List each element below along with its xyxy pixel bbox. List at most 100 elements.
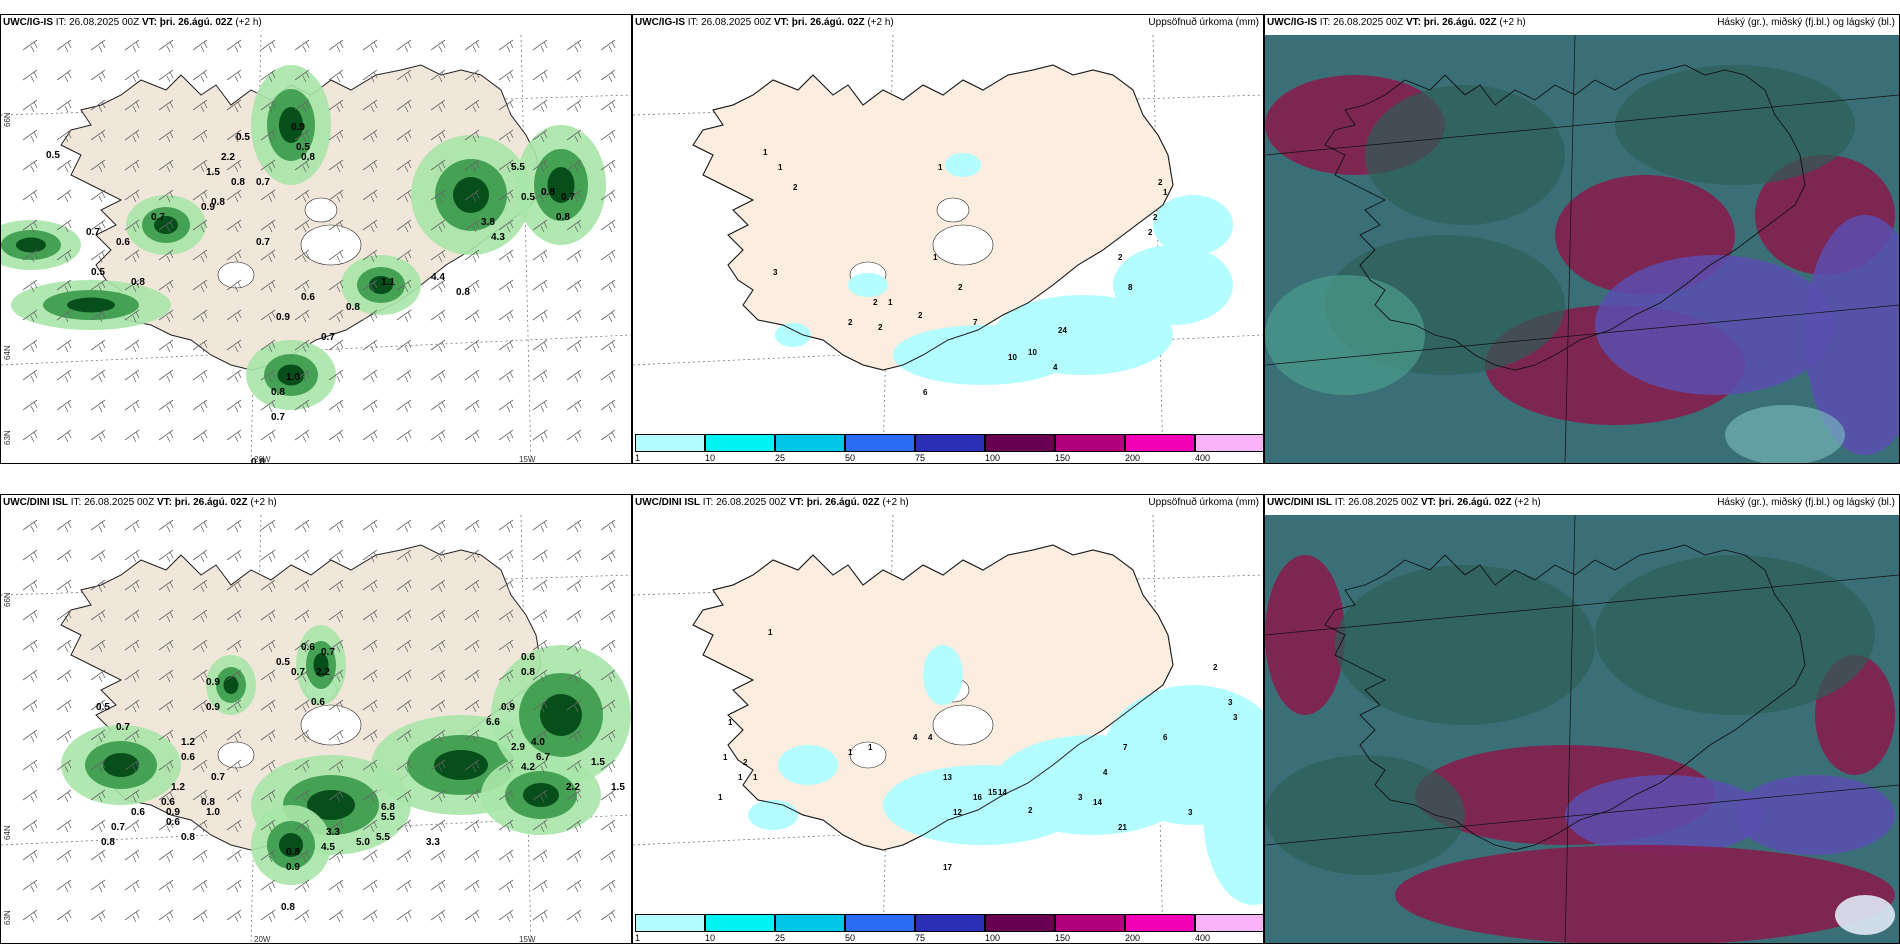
wind-barb	[600, 699, 616, 713]
precip-value-label: 0.7	[256, 237, 270, 248]
wind-barb	[328, 429, 344, 443]
wind-barb	[56, 909, 72, 923]
wind-barb	[90, 549, 106, 563]
legend-tick-label: 150	[1055, 453, 1071, 463]
wind-barb	[566, 429, 582, 443]
wind-barb	[430, 99, 446, 113]
legend-swatch	[1055, 434, 1125, 452]
wind-barb	[124, 639, 140, 653]
precip-value-label: 1.2	[171, 782, 185, 793]
accum-value-label: 17	[943, 863, 952, 872]
accum-precip-area	[1153, 195, 1233, 255]
wind-barb	[22, 789, 38, 803]
precip-value-label: 0.5	[296, 142, 310, 153]
cloud-layer-area	[1595, 255, 1835, 395]
wind-barb	[158, 129, 174, 143]
panel-field-label: Uppsöfnuð úrkoma (mm)	[1148, 17, 1259, 28]
legend-swatch	[1195, 434, 1263, 452]
precip-legend-labels: 1 10 25 50 75 100 150 200 400	[635, 933, 1263, 943]
wind-barb	[464, 369, 480, 383]
precip-value-label: 0.9	[286, 862, 300, 873]
wind-barb	[124, 399, 140, 413]
wind-barb	[158, 39, 174, 53]
wind-barb	[362, 639, 378, 653]
wind-barb	[158, 279, 174, 293]
graticule-line	[1265, 574, 1899, 636]
legend-swatch	[635, 914, 705, 932]
accum-value-label: 2	[793, 183, 798, 192]
wind-barb	[192, 729, 208, 743]
precip-value-label: 0.9	[166, 807, 180, 818]
wind-barb	[532, 639, 548, 653]
wind-barb	[226, 549, 242, 563]
precip-value-label: 0.7	[321, 332, 335, 343]
wind-barb	[56, 309, 72, 323]
wind-barb	[396, 399, 412, 413]
precip-area-heavy	[279, 833, 303, 857]
wind-barb	[226, 429, 242, 443]
wind-barb	[22, 729, 38, 743]
accum-precip-area	[778, 745, 838, 785]
wind-barb	[396, 699, 412, 713]
wind-barb	[226, 69, 242, 83]
wind-barb	[56, 699, 72, 713]
wind-barb	[600, 849, 616, 863]
cloud-layer-area	[1565, 775, 1765, 855]
wind-barb	[464, 69, 480, 83]
wind-barb	[600, 369, 616, 383]
wind-barb	[56, 339, 72, 353]
wind-barb	[22, 129, 38, 143]
panel-title: UWC/DINI ISL IT: 26.08.2025 00Z VT: þri.…	[635, 497, 909, 508]
wind-barb	[600, 429, 616, 443]
wind-barb	[22, 699, 38, 713]
iceland-coastline	[692, 544, 1174, 851]
wind-barb	[158, 309, 174, 323]
wind-barb	[532, 669, 548, 683]
wind-barb	[56, 879, 72, 893]
wind-barb	[90, 879, 106, 893]
wind-barb	[430, 639, 446, 653]
wind-barb	[260, 39, 276, 53]
wind-barb	[260, 99, 276, 113]
wind-barb	[124, 699, 140, 713]
accum-precip-area	[748, 800, 798, 830]
accum-value-label: 4	[1053, 363, 1058, 372]
cloud-layer-area	[1395, 845, 1895, 943]
wind-barb	[124, 339, 140, 353]
wind-barb	[22, 309, 38, 323]
wind-barb	[124, 519, 140, 533]
wind-barb	[192, 579, 208, 593]
cloud-layer-area	[1735, 775, 1895, 855]
precip-area-heavy	[313, 653, 329, 677]
wind-barb	[124, 129, 140, 143]
precip-value-label: 0.8	[211, 197, 225, 208]
wind-barb	[566, 549, 582, 563]
wind-barb	[464, 129, 480, 143]
wind-barb	[532, 519, 548, 533]
accum-precip-area	[1203, 725, 1263, 905]
wind-barb	[566, 399, 582, 413]
wind-barb	[328, 669, 344, 683]
accum-value-label: 2	[1118, 253, 1123, 262]
wind-barb	[328, 309, 344, 323]
accum-value-label: 3	[773, 268, 778, 277]
wind-barb	[532, 909, 548, 923]
iceland-coastline	[1324, 544, 1806, 851]
wind-barb	[362, 249, 378, 263]
accum-value-label: 1	[1163, 188, 1168, 197]
accum-value-label: 2	[1153, 213, 1158, 222]
cloud-cover-map	[1265, 515, 1899, 943]
wind-barb	[464, 339, 480, 353]
wind-barb	[328, 219, 344, 233]
wind-barb	[124, 99, 140, 113]
wind-barb	[600, 879, 616, 893]
wind-barb	[294, 579, 310, 593]
wind-barb	[90, 429, 106, 443]
wind-barb	[226, 699, 242, 713]
wind-barb	[396, 639, 412, 653]
wind-barb	[396, 819, 412, 833]
panel-title: UWC/DINI ISL IT: 26.08.2025 00Z VT: þri.…	[1267, 497, 1541, 508]
precip-value-label: 0.8	[231, 177, 245, 188]
wind-barb	[600, 609, 616, 623]
wind-barb	[430, 339, 446, 353]
